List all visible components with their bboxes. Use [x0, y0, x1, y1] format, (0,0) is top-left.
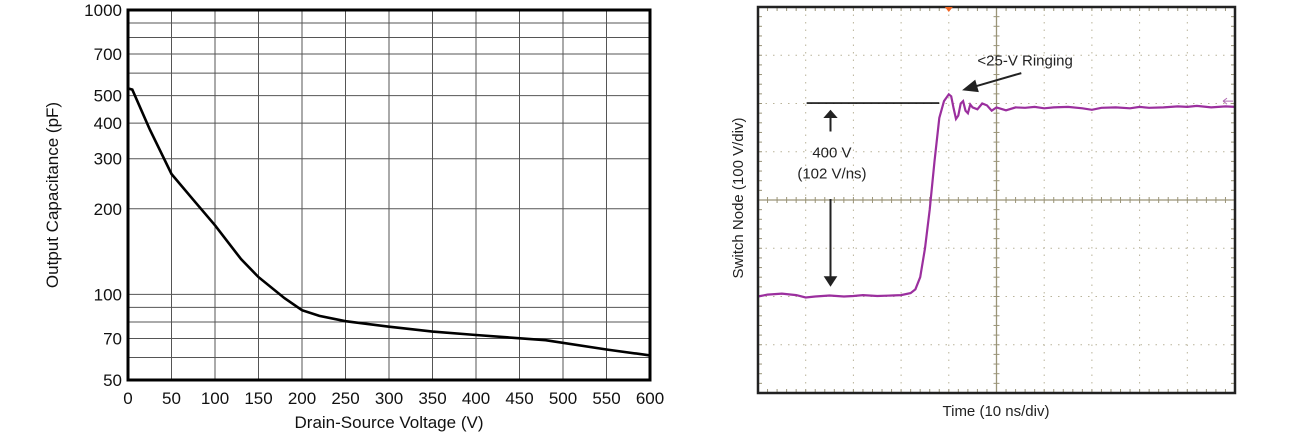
level-marker-icon [1222, 97, 1233, 105]
x-tick-label: 450 [505, 389, 533, 408]
down-arrow-icon [823, 199, 838, 287]
x-tick-label: 250 [331, 389, 359, 408]
y-tick-label: 70 [103, 329, 122, 348]
left-plot-frame [126, 8, 652, 382]
left-y-axis-label: Output Capacitance (pF) [43, 102, 62, 288]
left-x-axis-label: Drain-Source Voltage (V) [295, 413, 484, 432]
right-x-axis-label: Time (10 ns/div) [943, 403, 1050, 420]
y-tick-label: 1000 [84, 1, 122, 20]
scope-grid [757, 6, 1236, 394]
x-tick-label: 200 [288, 389, 316, 408]
y-tick-label: 400 [94, 114, 122, 133]
x-tick-label: 500 [549, 389, 577, 408]
x-tick-label: 350 [418, 389, 446, 408]
left-grid [127, 9, 651, 381]
x-tick-label: 600 [636, 389, 664, 408]
y-tick-label: 200 [94, 200, 122, 219]
swing-label: 400 V [812, 145, 851, 162]
x-tick-label: 300 [375, 389, 403, 408]
trigger-marker-icon [944, 7, 953, 12]
x-tick-label: 0 [123, 389, 132, 408]
x-tick-label: 150 [244, 389, 272, 408]
x-tick-label: 550 [592, 389, 620, 408]
switch-node-trace [757, 92, 1236, 299]
capacitance-curve [127, 87, 651, 357]
switch-node-waveform-chart: 400 V (102 V/ns) <25-V Ringing Time (10 … [730, 5, 1237, 420]
scope-frame [756, 5, 1237, 395]
x-tick-label: 50 [162, 389, 181, 408]
ringing-arrow-icon [962, 72, 1022, 93]
output-capacitance-chart: 0 50 100 150 200 250 300 350 400 450 500 550 6001000… [43, 1, 664, 432]
y-tick-label: 700 [94, 45, 122, 64]
slew-rate-label: (102 V/ns) [797, 165, 866, 182]
y-tick-label: 300 [94, 150, 122, 169]
y-tick-label: 500 [94, 87, 122, 106]
x-tick-label: 400 [462, 389, 490, 408]
annotations: 400 V (102 V/ns) <25-V Ringing [797, 7, 1233, 287]
y-tick-label: 50 [103, 371, 122, 390]
y-tick-label: 100 [94, 285, 122, 304]
x-tick-label: 100 [201, 389, 229, 408]
left-tick-labels: 0 50 100 150 200 250 300 350 400 450 500 550 6001000… [84, 1, 664, 408]
right-y-axis-label: Switch Node (100 V/div) [730, 118, 747, 279]
ringing-label: <25-V Ringing [977, 53, 1072, 70]
up-arrow-icon [823, 109, 838, 132]
